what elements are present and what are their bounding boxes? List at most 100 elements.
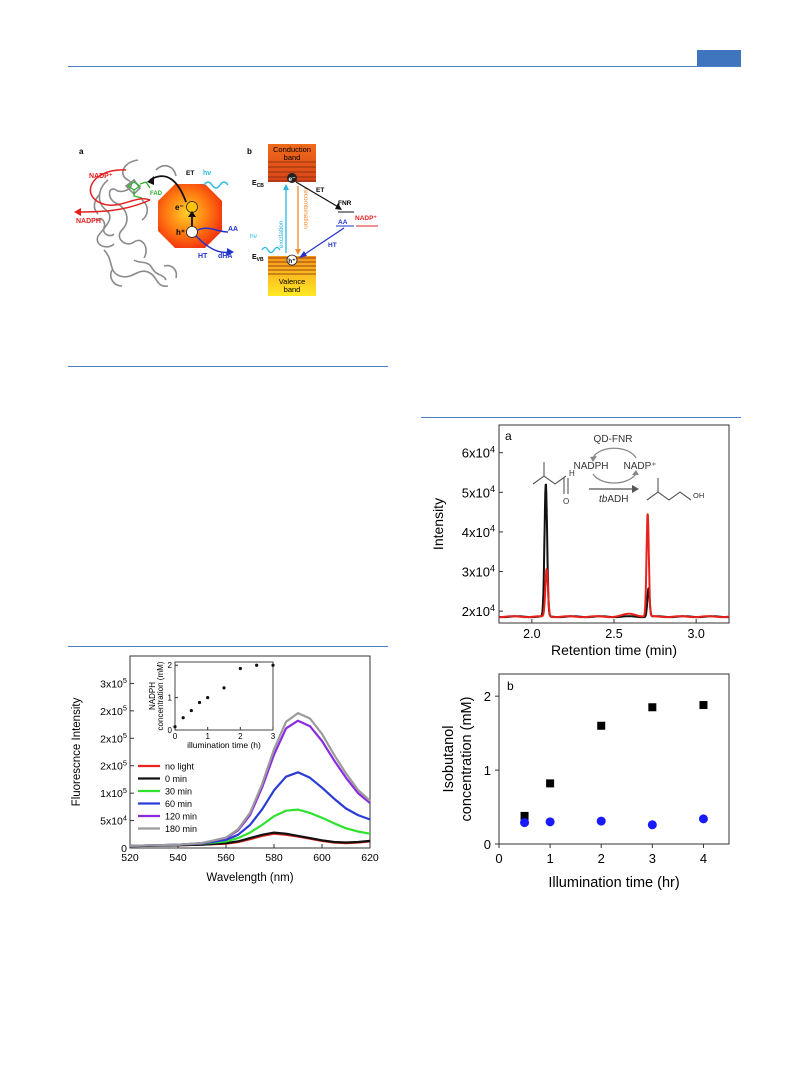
nadp-plus-label: NADP⁺: [623, 461, 656, 472]
inset-x-tick-label: 1: [205, 732, 210, 741]
y-tick-label: 1: [484, 763, 491, 778]
et-arrow: [295, 181, 341, 209]
inset-point: [197, 700, 202, 705]
y-tick-label: 1x105: [100, 786, 127, 800]
y-tick-label: 2x105: [100, 704, 127, 718]
light-wave: [261, 246, 281, 254]
inset-y-tick-label: 0: [168, 726, 173, 735]
y-tick-label: 3x104: [462, 563, 495, 579]
y-tick-label: 5x104: [462, 484, 495, 500]
nadp-plus-label: NADP⁺: [355, 215, 377, 222]
data-point-square: [520, 811, 529, 820]
x-tick-label: 540: [169, 852, 187, 864]
legend-label: 30 min: [165, 787, 192, 797]
isobutanol-chart: 0 1 2 3 4 0 1 2 Illumination time (hr) Isobutanol…: [441, 673, 730, 891]
protein-ribbon: [93, 159, 178, 287]
x-tick-label: 0: [495, 851, 502, 866]
inset-y-axis-label-2: concentration (mM): [156, 661, 165, 730]
y-tick-label: 2x105: [100, 731, 127, 745]
x-axis-label: Illumination time (hr): [548, 875, 679, 891]
figure-qd-fnr-scheme: a FAD e⁻ h⁺ ET hν NADP⁺: [74, 147, 238, 287]
et-label: ET: [186, 170, 194, 177]
inset-x-tick-label: 0: [173, 732, 178, 741]
nadp-reduction-arrow: [89, 169, 151, 206]
h-atom-label: H: [569, 469, 575, 478]
inset-frame: [174, 661, 274, 731]
hplc-chart: 2.0 2.5 3.0 2x104 3x104 4x104 5x104 6x104 Retent…: [430, 424, 730, 658]
ht-label: HT: [328, 242, 337, 249]
cb-label-1: Conduction: [273, 145, 311, 154]
fluorescence-chart: 520 540 560 580 600 620 0 5x104 1x105 2x105 2x105 2…: [71, 655, 379, 884]
x-tick-label: 560: [217, 852, 235, 864]
inset-point: [189, 708, 193, 713]
alcohol-skeleton: [646, 491, 692, 501]
panel-label: b: [247, 147, 252, 156]
y-tick-label: 0: [121, 843, 127, 855]
x-tick-label: 600: [313, 852, 331, 864]
legend-label: no light: [165, 762, 195, 772]
y-axis-label: Intensity: [430, 498, 446, 550]
legend-label: 180 min: [165, 824, 197, 834]
light-wave: [203, 181, 229, 189]
hole-circle: [186, 226, 198, 238]
data-point-square: [699, 701, 708, 710]
inset-y-tick-label: 2: [168, 661, 173, 670]
series-line: [498, 513, 730, 619]
fad-label: FAD: [150, 191, 163, 197]
inset-point: [238, 666, 242, 671]
y-axis-label-2: concentration (mM): [459, 697, 475, 822]
section-rule-right: [421, 417, 741, 418]
y-tick-label: 2: [484, 689, 491, 704]
y-tick-label: 2x105: [100, 759, 127, 773]
data-point-square: [648, 703, 657, 712]
inset-point: [173, 725, 177, 729]
legend-label: 60 min: [165, 799, 192, 809]
inset-y-tick-label: 1: [168, 694, 173, 703]
electron-label: e⁻: [288, 176, 296, 183]
x-axis-label: Retention time (min): [551, 642, 677, 658]
recombination-label: recombination: [302, 188, 309, 229]
fad-cofactor: [126, 181, 151, 199]
data-point-square: [546, 779, 555, 788]
hv-label: hν: [203, 170, 211, 177]
y-tick-label: 3x105: [100, 676, 127, 690]
vb-label-1: Valence: [279, 277, 306, 286]
x-tick-label: 3.0: [687, 627, 704, 641]
qd-fnr-label: QD-FNR: [594, 434, 633, 445]
et-arrow-head: [147, 176, 154, 185]
data-point-circle: [545, 817, 555, 827]
y-tick-label: 6x104: [462, 445, 495, 461]
y-axis-label-1: Isobutanol: [441, 726, 457, 793]
et-label: ET: [316, 187, 324, 194]
inset-x-tick-label: 3: [271, 732, 276, 741]
inset-point: [222, 686, 226, 690]
panel-label: b: [507, 679, 514, 693]
x-tick-label: 2.5: [605, 627, 622, 641]
y-tick-label: 0: [484, 837, 491, 852]
nadph-label: NADPH: [573, 461, 608, 472]
inset-point: [206, 696, 210, 700]
inset-y-axis-label-1: NADPH: [148, 682, 157, 710]
aa-label: AA: [228, 226, 238, 233]
x-tick-label: 620: [361, 852, 379, 864]
nadph-label: NADPH: [76, 218, 101, 225]
reaction-scheme: QD-FNR NADPH NADP⁺ tbADH H O OH: [532, 434, 704, 506]
reaction-arrow-head: [632, 485, 639, 493]
x-tick-label: 1: [546, 851, 553, 866]
x-tick-label: 4: [700, 851, 707, 866]
y-tick-label: 2x104: [462, 603, 495, 619]
cycle-arrow-bottom-head: [632, 470, 639, 475]
vb-label-2: band: [284, 285, 301, 294]
ht-label: HT: [198, 253, 208, 260]
inset-point: [271, 663, 275, 667]
plot-frame: [498, 673, 730, 845]
fnr-label: FNR: [338, 200, 352, 207]
data-point-circle: [520, 818, 530, 828]
y-tick-label: 5x104: [100, 813, 127, 827]
cycle-arrow-top-head: [590, 456, 597, 462]
dha-label: dHA: [218, 253, 232, 260]
x-tick-label: 3: [649, 851, 656, 866]
data-point-circle: [596, 816, 606, 826]
electron-circle: [186, 201, 198, 213]
data-point-circle: [698, 814, 708, 824]
